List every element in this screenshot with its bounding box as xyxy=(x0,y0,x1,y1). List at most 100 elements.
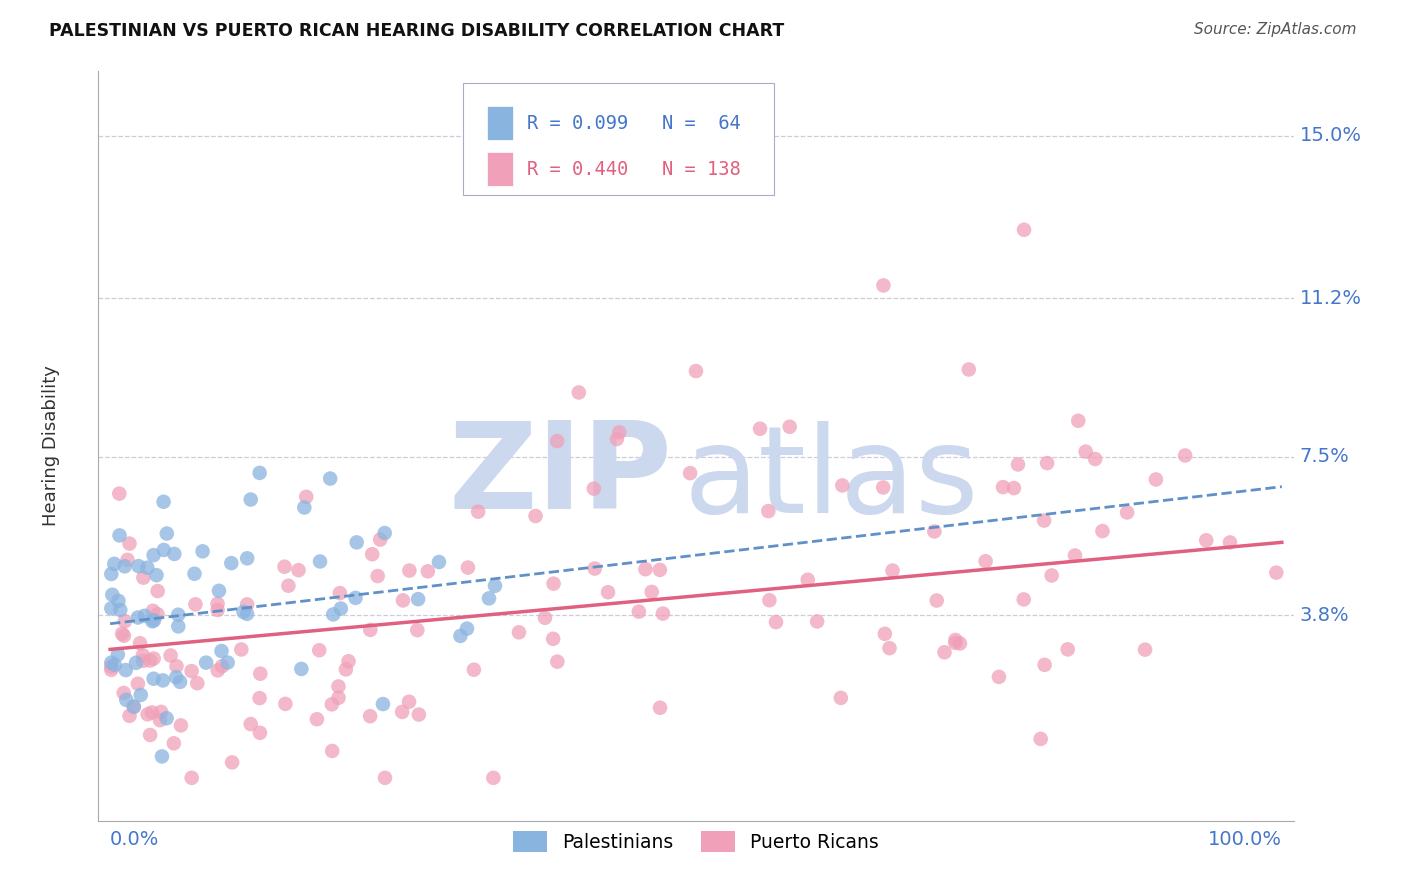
Point xyxy=(114,559,136,574)
Point xyxy=(149,713,172,727)
Point xyxy=(232,605,254,619)
Point xyxy=(231,642,253,657)
Point xyxy=(456,622,478,636)
Text: 15.0%: 15.0% xyxy=(1299,126,1361,145)
Point xyxy=(101,588,124,602)
Point xyxy=(166,659,188,673)
Point xyxy=(150,705,173,719)
Point xyxy=(239,717,262,731)
Point xyxy=(872,480,894,494)
Point xyxy=(100,659,122,673)
Point xyxy=(273,559,295,574)
Point xyxy=(127,677,149,691)
Point xyxy=(103,557,125,571)
Point xyxy=(112,629,135,643)
Point xyxy=(114,614,136,628)
Point xyxy=(756,504,779,518)
Point xyxy=(546,655,568,669)
Point xyxy=(183,566,205,581)
Point xyxy=(361,547,384,561)
Point xyxy=(152,495,174,509)
Point xyxy=(111,626,134,640)
Point xyxy=(146,607,169,622)
Point xyxy=(156,711,179,725)
Point xyxy=(344,591,367,605)
Point xyxy=(482,771,505,785)
Point xyxy=(165,670,187,684)
Point xyxy=(1067,414,1090,428)
Point xyxy=(287,563,309,577)
Point xyxy=(679,466,702,480)
Point xyxy=(1174,449,1197,463)
Point xyxy=(1091,524,1114,538)
Point xyxy=(974,554,997,568)
Point xyxy=(169,674,191,689)
Point xyxy=(651,607,673,621)
Point xyxy=(100,566,122,581)
Point xyxy=(359,623,381,637)
Point xyxy=(249,666,271,681)
Point xyxy=(122,699,145,714)
Point xyxy=(1084,452,1107,467)
Point xyxy=(987,670,1010,684)
Point xyxy=(467,505,489,519)
Point xyxy=(159,648,181,663)
Point xyxy=(1064,549,1087,563)
Text: 7.5%: 7.5% xyxy=(1299,447,1350,467)
Point xyxy=(321,698,343,712)
Point xyxy=(163,736,186,750)
Point xyxy=(217,656,239,670)
Point xyxy=(872,278,894,293)
Point xyxy=(152,673,174,688)
Point xyxy=(1265,566,1288,580)
FancyBboxPatch shape xyxy=(463,83,773,195)
Point xyxy=(328,690,350,705)
Point xyxy=(796,573,818,587)
Point xyxy=(1012,223,1035,237)
Point xyxy=(115,693,138,707)
Point xyxy=(319,471,342,485)
Point xyxy=(221,756,243,770)
Point xyxy=(1133,642,1156,657)
Point xyxy=(236,607,259,621)
Point xyxy=(346,535,368,549)
Point xyxy=(104,657,127,672)
Text: R = 0.099   N =  64: R = 0.099 N = 64 xyxy=(527,114,741,133)
Point xyxy=(367,569,389,583)
FancyBboxPatch shape xyxy=(486,153,513,186)
Point xyxy=(463,663,485,677)
Point xyxy=(142,651,165,665)
Point xyxy=(186,676,208,690)
Point xyxy=(328,680,350,694)
Point xyxy=(335,662,357,676)
Point xyxy=(1033,514,1056,528)
Point xyxy=(449,629,471,643)
Point xyxy=(129,636,152,650)
Point xyxy=(924,524,946,539)
Point xyxy=(163,547,186,561)
Point xyxy=(879,641,901,656)
Point xyxy=(118,536,141,550)
Point xyxy=(132,571,155,585)
Point xyxy=(236,551,259,566)
Point xyxy=(180,664,202,678)
Point xyxy=(606,432,628,446)
Point xyxy=(641,585,664,599)
Point xyxy=(114,663,136,677)
Point xyxy=(478,591,501,606)
Point xyxy=(1195,533,1218,548)
Point xyxy=(765,615,787,629)
Point xyxy=(100,601,122,615)
Point xyxy=(371,697,394,711)
Point xyxy=(141,706,163,720)
Point xyxy=(1036,456,1059,470)
Point xyxy=(321,744,343,758)
Text: ZIP: ZIP xyxy=(449,417,672,534)
Point xyxy=(112,686,135,700)
Point xyxy=(136,707,159,722)
Point xyxy=(141,615,163,629)
Point xyxy=(685,364,707,378)
Point xyxy=(110,603,132,617)
Point xyxy=(146,584,169,599)
Point xyxy=(207,597,229,611)
